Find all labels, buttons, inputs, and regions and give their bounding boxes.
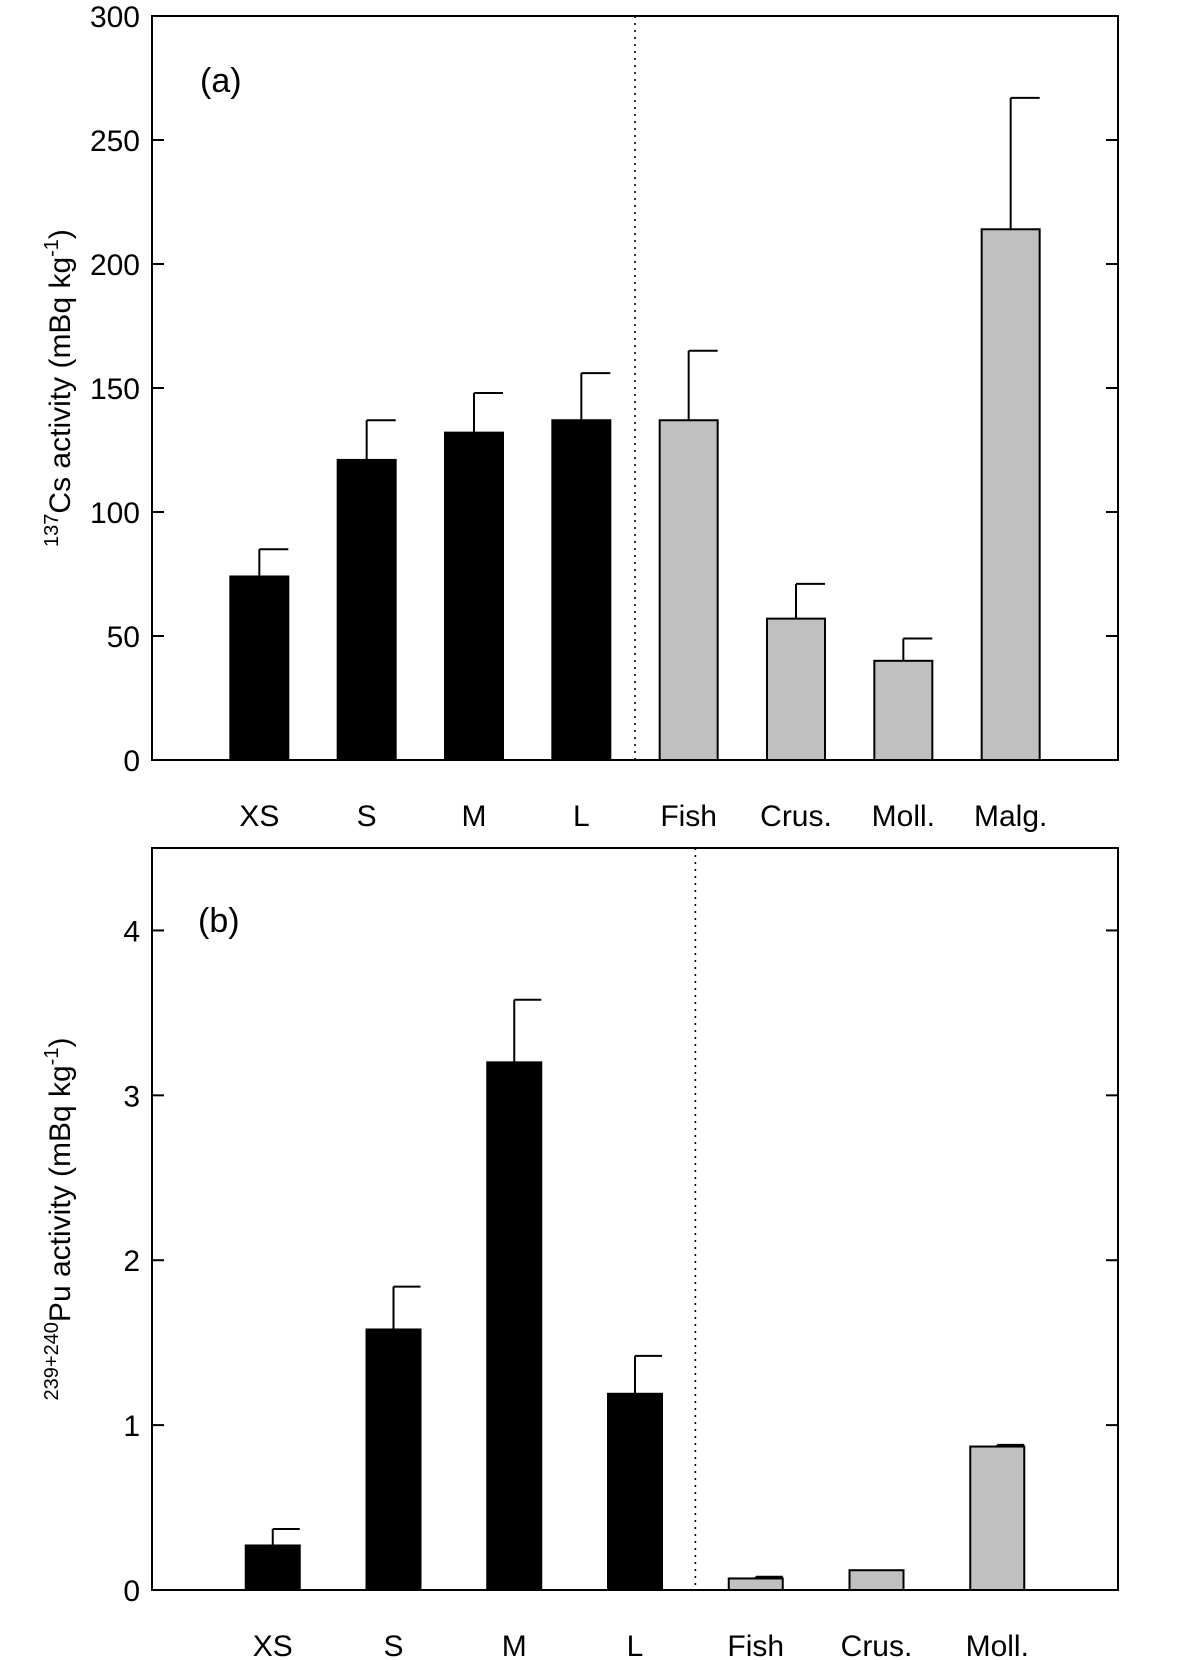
x-tick-label: S — [383, 1630, 403, 1660]
y-tick-label: 250 — [90, 125, 140, 158]
y-tick-label: 0 — [123, 1575, 140, 1608]
y-tick-label: 150 — [90, 373, 140, 406]
bar-s — [336, 458, 397, 761]
bar-crus — [766, 617, 826, 762]
bar-xs — [244, 1544, 301, 1591]
y-tick-label: 2 — [123, 1245, 140, 1278]
bar-moll — [873, 659, 934, 761]
x-tick-label: L — [627, 1630, 644, 1660]
y-axis-title-main: Pu activity (mBq kg — [44, 1065, 77, 1322]
bar-s — [365, 1328, 422, 1592]
x-tick-label: Moll. — [966, 1630, 1029, 1660]
x-tick-label: Crus. — [760, 800, 832, 833]
bar-xs — [229, 575, 290, 761]
y-tick-label: 0 — [123, 745, 140, 778]
bar-crus — [848, 1569, 905, 1592]
panel-label: (a) — [200, 62, 242, 100]
y-axis-title: 239+240Pu activity (mBq kg-1) — [41, 1038, 77, 1401]
x-tick-label: Fish — [727, 1630, 784, 1660]
y-axis-title: 137Cs activity (mBq kg-1) — [41, 229, 77, 547]
bar-fish — [658, 419, 719, 761]
y-tick-label: 100 — [90, 497, 140, 530]
bar-l — [607, 1392, 663, 1591]
y-tick-label: 300 — [90, 1, 140, 34]
y-axis-title-exponent: -1 — [41, 239, 63, 257]
bar-l — [551, 419, 612, 761]
x-tick-label: M — [502, 1630, 527, 1660]
y-tick-label: 200 — [90, 249, 140, 282]
y-axis-title-close: ) — [44, 229, 77, 239]
x-tick-label: M — [462, 800, 487, 833]
bar-fish — [727, 1577, 784, 1591]
x-tick-label: S — [357, 800, 377, 833]
x-tick-label: Moll. — [872, 800, 935, 833]
x-tick-label: Fish — [660, 800, 717, 833]
bar-malg — [980, 228, 1041, 761]
x-tick-label: XS — [253, 1630, 293, 1660]
bar-moll — [969, 1445, 1026, 1591]
bar-m — [486, 1061, 543, 1592]
y-tick-label: 3 — [123, 1080, 140, 1113]
bar-m — [444, 431, 504, 761]
y-tick-label: 4 — [123, 915, 140, 948]
y-axis-title-isotope: 137 — [41, 514, 63, 547]
y-axis-title-close: ) — [44, 1038, 77, 1048]
y-tick-label: 50 — [107, 621, 140, 654]
y-axis-title-exponent: -1 — [41, 1048, 63, 1066]
y-tick-label: 1 — [123, 1410, 140, 1443]
x-tick-label: Malg. — [974, 800, 1047, 833]
panel-b: 0 1 2 3 4 XS S M L Fish Crus. Moll. (b) 239+240Pu act… — [41, 847, 1119, 1660]
panel-a: 0 50 100 150 200 250 300 XS S M L Fish Crus. Moll. Mal… — [41, 1, 1119, 833]
y-axis-title-main: Cs activity (mBq kg — [44, 257, 77, 514]
x-tick-label: Crus. — [841, 1630, 913, 1660]
panel-label: (b) — [198, 902, 240, 940]
x-tick-label: L — [573, 800, 590, 833]
x-tick-label: XS — [239, 800, 279, 833]
y-axis-title-isotope: 239+240 — [41, 1322, 63, 1400]
